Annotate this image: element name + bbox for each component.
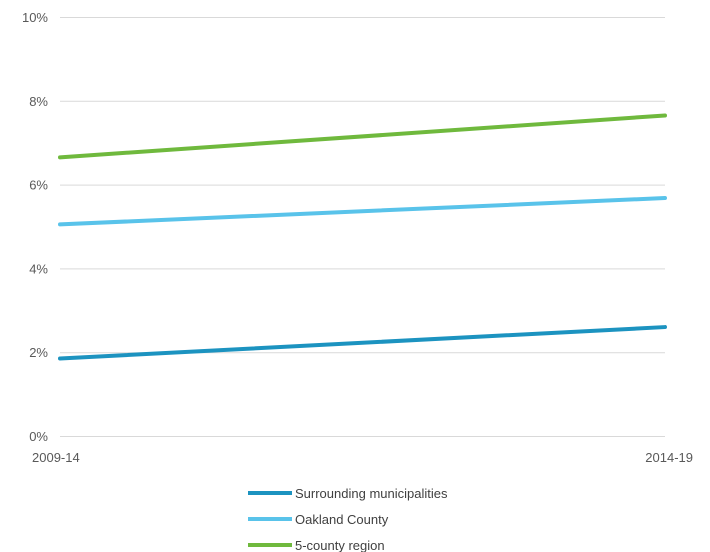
series-line-2 xyxy=(58,113,667,160)
y-tick-label: 6% xyxy=(29,178,48,193)
x-tick-label: 2014-19 xyxy=(645,450,693,465)
x-tick-label: 2009-14 xyxy=(32,450,80,465)
y-tick-label: 8% xyxy=(29,94,48,109)
y-tick-label: 0% xyxy=(29,429,48,444)
gridlines xyxy=(60,17,665,437)
legend: Surrounding municipalities Oakland County… xyxy=(248,486,448,552)
y-axis-ticks: 0% 2% 4% 6% 8% 10% xyxy=(22,10,48,444)
legend-label: Surrounding municipalities xyxy=(295,486,448,501)
x-axis-ticks: 2009-14 2014-19 xyxy=(32,450,693,465)
legend-label: 5-county region xyxy=(295,538,385,552)
y-tick-label: 10% xyxy=(22,10,48,25)
series-lines xyxy=(58,113,667,361)
legend-label: Oakland County xyxy=(295,512,389,527)
series-line-0 xyxy=(58,325,667,361)
y-tick-label: 2% xyxy=(29,345,48,360)
series-line-1 xyxy=(58,196,667,227)
y-tick-label: 4% xyxy=(29,261,48,276)
